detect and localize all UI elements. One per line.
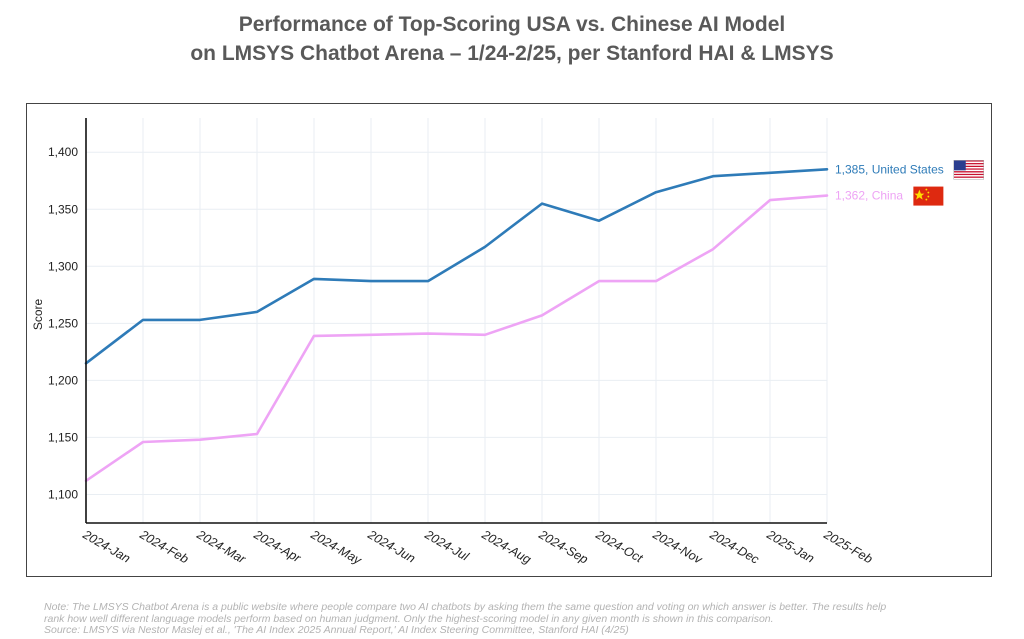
x-tick-label: 2024-Dec (707, 527, 762, 567)
series-lines (84, 168, 829, 483)
end-label-china: 1,362, China (835, 189, 903, 203)
y-tick-label: 1,100 (48, 487, 78, 501)
x-tick-label: 2024-Mar (194, 527, 249, 567)
x-tick-label: 2024-Jan (80, 527, 133, 566)
series-line-china (84, 194, 829, 483)
y-axis-label: Score (31, 299, 45, 331)
us-flag-icon (953, 160, 984, 180)
x-tick-label: 2024-Apr (251, 527, 304, 566)
x-tick-label: 2024-Oct (593, 527, 646, 566)
y-tick-label: 1,300 (48, 259, 78, 273)
x-tick-label: 2025-Jan (764, 527, 817, 566)
y-tick-label: 1,150 (48, 430, 78, 444)
end-label-us: 1,385, United States (835, 162, 944, 176)
y-tick-label: 1,350 (48, 202, 78, 216)
chart-title-line-1: Performance of Top-Scoring USA vs. Chine… (238, 13, 786, 36)
x-tick-label: 2024-Jun (365, 527, 418, 566)
x-tick-label: 2024-Jul (422, 527, 472, 564)
y-tick-label: 1,200 (48, 373, 78, 387)
chart-frame (26, 103, 992, 577)
x-tick-label: 2024-Nov (650, 527, 705, 567)
y-tick-label: 1,400 (48, 145, 78, 159)
footnote-line-1: Note: The LMSYS Chatbot Arena is a publi… (44, 601, 887, 613)
y-axis-ticks: 1,100 1,150 1,200 1,250 1,300 1,350 1,400 (48, 145, 78, 501)
series-line-us (84, 168, 829, 365)
x-tick-label: 2024-Feb (137, 527, 191, 566)
x-tick-label: 2024-Sep (536, 527, 591, 567)
footnote: Note: The LMSYS Chatbot Arena is a publi… (44, 601, 1004, 637)
end-labels: 1,385, United States 1,362, China (835, 160, 984, 206)
x-axis-ticks: 2024-Jan 2024-Feb 2024-Mar 2024-Apr 2024-May… (80, 527, 875, 568)
x-tick-label: 2024-May (308, 527, 365, 568)
y-tick-label: 1,250 (48, 316, 78, 330)
footnote-line-2: rank how well different language models … (44, 612, 774, 625)
china-flag-icon (913, 186, 944, 206)
x-tick-label: 2025-Feb (821, 527, 875, 566)
footnote-line-3: Source: LMSYS via Nestor Maslej et al., … (44, 624, 629, 636)
x-tick-label: 2024-Aug (479, 527, 534, 567)
chart-title-line-2: on LMSYS Chatbot Arena – 1/24-2/25, per … (190, 42, 834, 65)
chart-title: Performance of Top-Scoring USA vs. Chine… (0, 10, 1024, 68)
gridlines (86, 118, 828, 523)
